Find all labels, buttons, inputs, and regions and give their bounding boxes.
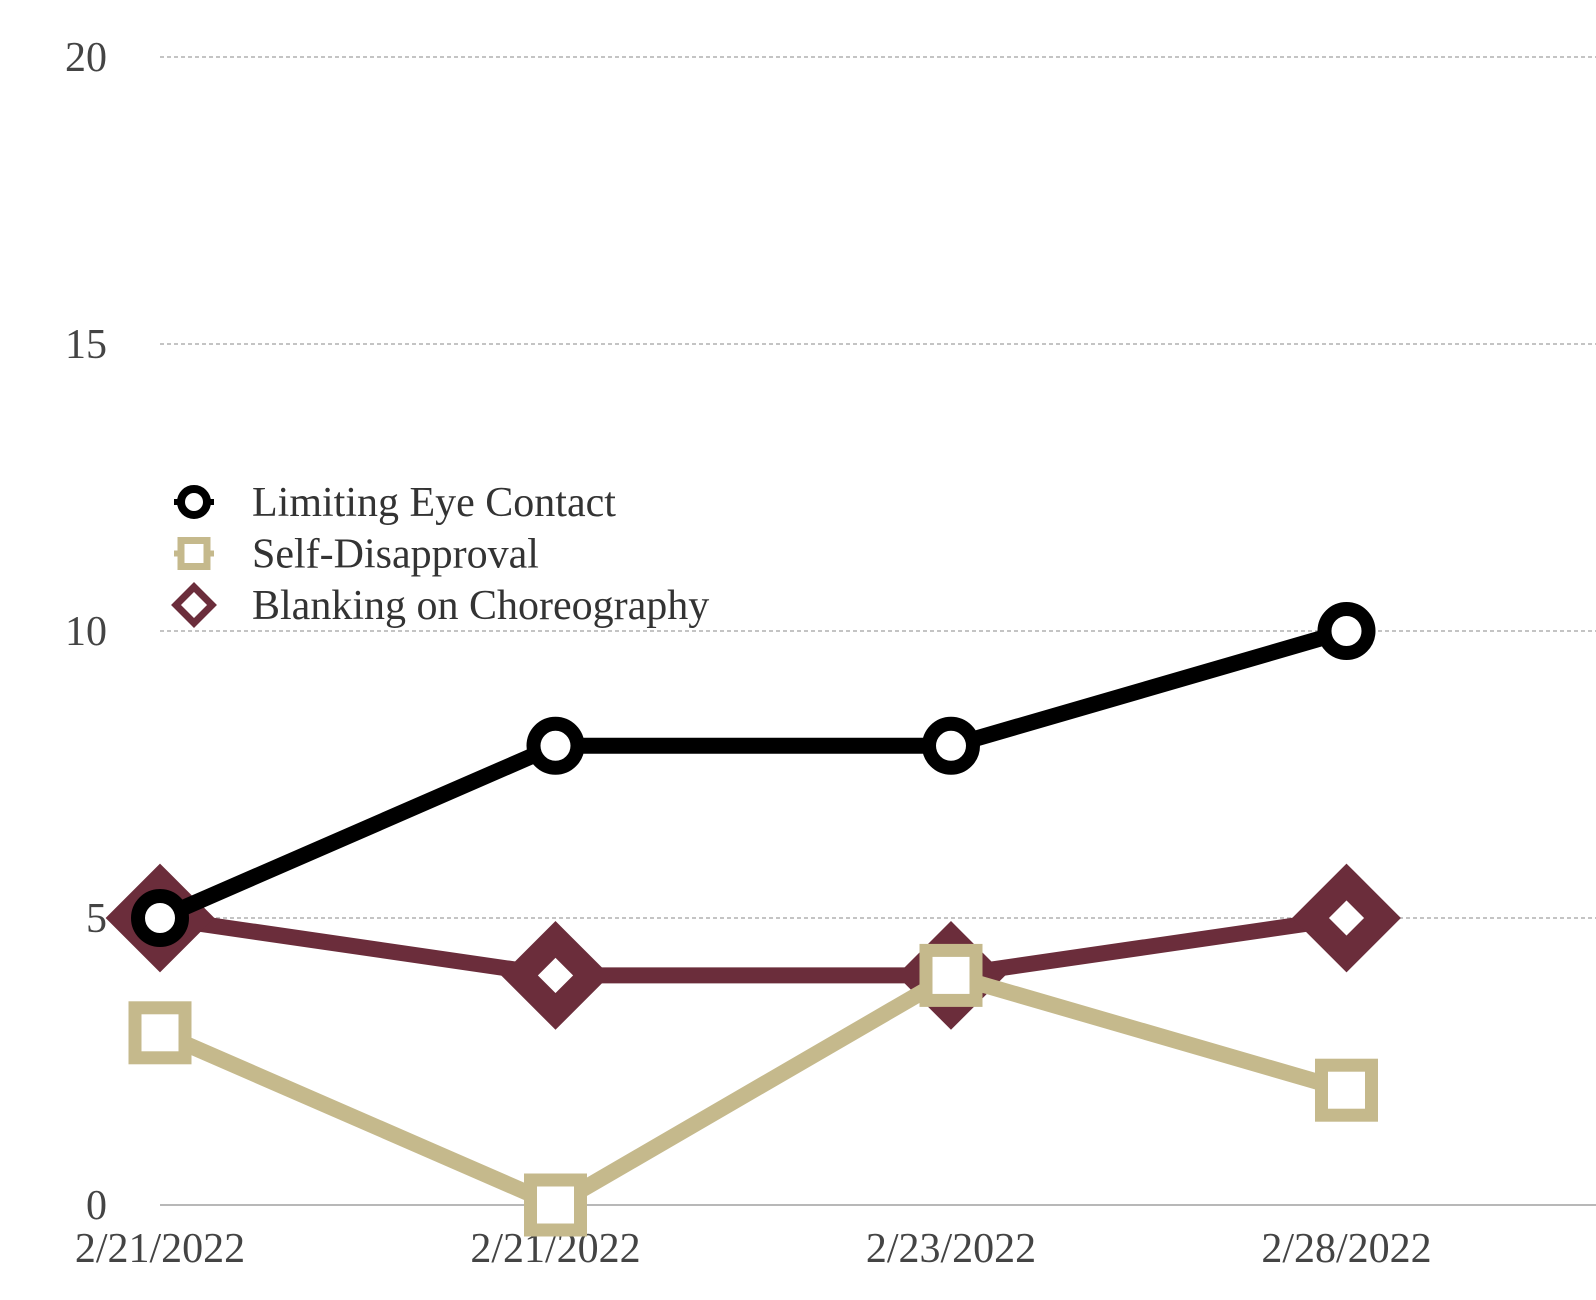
series-lines: [105, 602, 1401, 1237]
square-marker: [1315, 1058, 1378, 1122]
circle-marker: [131, 889, 189, 947]
x-tick-label: 2/23/2022: [866, 1226, 1036, 1272]
circle-marker: [177, 485, 211, 519]
square-marker: [919, 943, 983, 1007]
series-line: [152, 623, 1355, 926]
y-tick-label: 10: [65, 609, 107, 655]
legend-label: Blanking on Choreography: [252, 583, 709, 629]
series-circle: [131, 602, 1376, 947]
square-marker: [177, 537, 211, 570]
circle-marker: [922, 716, 980, 775]
y-tick-label: 20: [65, 35, 107, 81]
series-line: [152, 910, 1355, 984]
legend-item: Self-Disapproval: [174, 532, 539, 578]
square-marker: [524, 1173, 587, 1237]
circle-marker: [526, 716, 585, 775]
diamond-marker: [1292, 863, 1401, 973]
legend-label: Limiting Eye Contact: [252, 480, 616, 526]
x-axis-ticks: 2/21/2022 2/21/2022 2/23/2022 2/28/2022: [75, 1226, 1432, 1272]
gridlines: [160, 56, 1596, 1206]
legend: Limiting Eye Contact Self-Disapproval Blan…: [171, 480, 709, 629]
legend-label: Self-Disapproval: [252, 532, 539, 578]
x-tick-label: 2/28/2022: [1261, 1226, 1431, 1272]
series-line: [152, 967, 1355, 1213]
series-diamond: [105, 863, 1401, 1030]
square-marker: [128, 1001, 192, 1065]
y-tick-label: 0: [86, 1183, 107, 1229]
y-tick-label: 5: [86, 896, 107, 942]
y-tick-label: 15: [65, 322, 107, 368]
legend-item: Limiting Eye Contact: [174, 480, 616, 526]
diamond-marker: [501, 921, 610, 1030]
circle-marker: [1317, 602, 1376, 660]
legend-item: Blanking on Choreography: [171, 582, 709, 629]
y-axis-ticks: 0 5 10 15 20: [65, 35, 107, 1229]
series-square: [128, 943, 1378, 1237]
x-tick-label: 2/21/2022: [75, 1226, 245, 1272]
diamond-marker: [171, 582, 217, 628]
